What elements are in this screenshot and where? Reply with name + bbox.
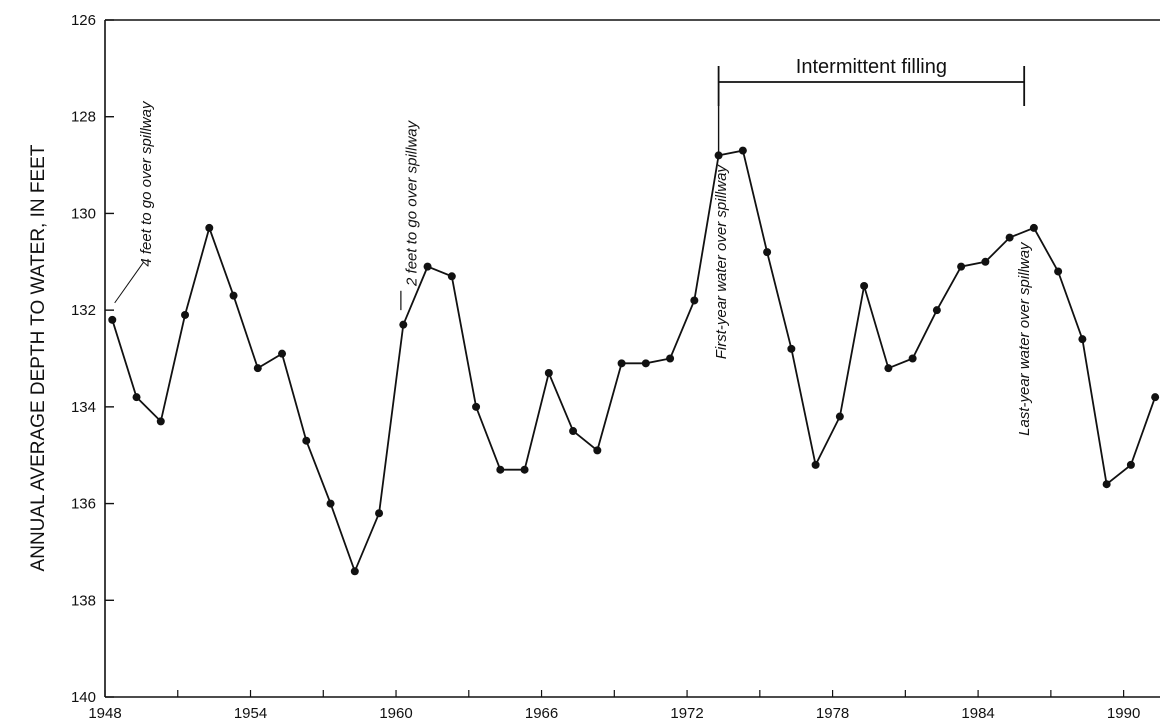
data-point — [472, 402, 481, 411]
x-axis-ticks: 1948 1954 1960 1966 1972 1978 1984 1990 — [88, 690, 1140, 722]
data-point — [423, 262, 432, 271]
data-point — [253, 364, 262, 373]
data-point — [763, 248, 772, 257]
y-tick-label: 138 — [71, 592, 96, 609]
data-point — [1126, 460, 1135, 469]
data-point — [181, 310, 190, 319]
data-point — [593, 446, 602, 455]
y-tick-label: 128 — [71, 109, 96, 126]
data-point — [1078, 335, 1087, 344]
data-point — [1102, 480, 1111, 489]
data-points — [108, 146, 1160, 576]
data-point — [884, 364, 893, 373]
data-point — [1029, 223, 1038, 232]
data-point — [205, 223, 214, 232]
y-tick-label: 134 — [71, 399, 96, 416]
x-tick-label: 1978 — [816, 705, 849, 722]
y-tick-label: 140 — [71, 689, 96, 706]
data-point — [932, 306, 941, 315]
data-point — [617, 359, 626, 368]
data-point — [908, 354, 917, 363]
data-point — [1151, 393, 1160, 402]
data-point — [278, 349, 287, 358]
data-point — [520, 465, 529, 474]
data-point — [496, 465, 505, 474]
y-axis-ticks: 126 128 130 132 134 136 138 140 — [71, 12, 114, 706]
intermittent-filling-span: Intermittent filling — [717, 56, 1026, 153]
y-tick-label: 130 — [71, 205, 96, 222]
data-point — [326, 499, 335, 508]
annotation-label: 4 feet to go over spillway — [138, 100, 155, 267]
data-point — [350, 567, 359, 576]
data-point — [156, 417, 165, 426]
data-point — [229, 291, 238, 300]
data-point — [690, 296, 699, 305]
x-tick-label: 1966 — [525, 705, 558, 722]
data-point — [811, 460, 820, 469]
annotations: 4 feet to go over spillway 2 feet to go o… — [114, 100, 1033, 436]
y-tick-label: 132 — [71, 302, 96, 319]
data-point — [957, 262, 966, 271]
x-tick-label: 1960 — [379, 705, 412, 722]
annotation-label: First-year water over spillway — [713, 164, 730, 360]
data-point — [569, 427, 578, 436]
span-label: Intermittent filling — [796, 56, 947, 78]
data-point — [399, 320, 408, 329]
y-tick-label: 126 — [71, 12, 96, 29]
y-tick-label: 136 — [71, 496, 96, 513]
data-point — [544, 369, 553, 378]
annotation-label: 2 feet to go over spillway — [404, 119, 421, 287]
data-point — [108, 315, 117, 324]
x-tick-label: 1948 — [88, 705, 121, 722]
data-point — [375, 509, 384, 518]
x-tick-label: 1954 — [234, 705, 267, 722]
data-point — [302, 436, 311, 445]
data-point — [132, 393, 141, 402]
x-tick-label: 1990 — [1107, 705, 1140, 722]
data-point — [860, 281, 869, 290]
plot-frame — [104, 19, 1160, 698]
data-point — [981, 257, 990, 266]
x-tick-label: 1984 — [961, 705, 994, 722]
data-point — [835, 412, 844, 421]
data-point — [738, 146, 747, 155]
annotation-leader — [114, 261, 145, 304]
data-point — [714, 151, 723, 160]
y-axis-title: ANNUAL AVERAGE DEPTH TO WATER, IN FEET — [28, 144, 49, 571]
annotation-label: Last-year water over spillway — [1016, 241, 1033, 436]
data-point — [1054, 267, 1063, 276]
x-tick-label: 1972 — [670, 705, 703, 722]
data-point — [447, 272, 456, 281]
data-point — [641, 359, 650, 368]
series-line — [111, 149, 1156, 574]
data-point — [666, 354, 675, 363]
data-point — [787, 344, 796, 353]
data-point — [1005, 233, 1014, 242]
